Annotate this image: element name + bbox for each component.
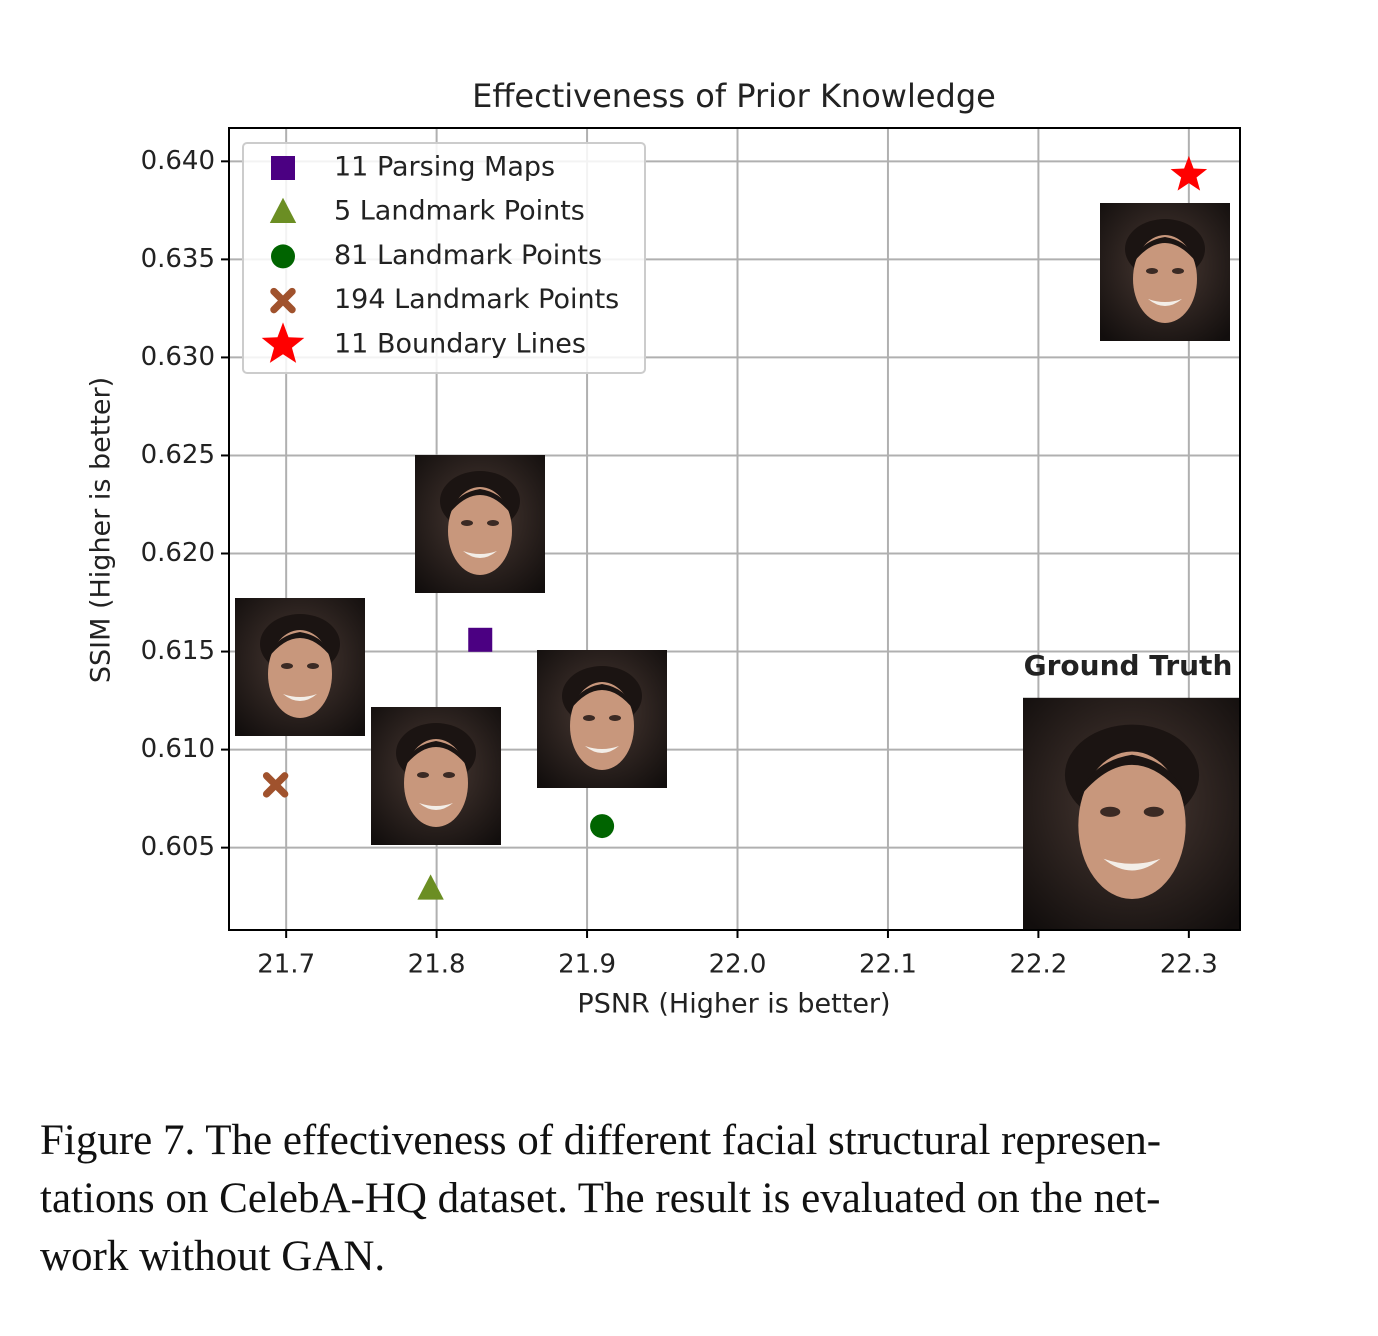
marker: [1170, 155, 1208, 191]
chart: Effectiveness of Prior Knowledge PSNR (H…: [86, 77, 1241, 1020]
x-axis-label: PSNR (Higher is better): [577, 989, 890, 1020]
y-tick-label: 0.640: [141, 146, 215, 176]
y-tick-label: 0.630: [141, 342, 215, 372]
x-tick-label: 21.7: [257, 950, 315, 980]
legend-marker: [270, 287, 296, 314]
face-thumbnail: [415, 455, 545, 593]
caption-line: tations on CelebA-HQ dataset. The result…: [40, 1175, 1161, 1222]
marker: [468, 627, 493, 652]
legend-label: 11 Parsing Maps: [334, 152, 555, 183]
x-tick-label: 21.8: [408, 950, 466, 980]
y-tick-label: 0.635: [141, 244, 215, 274]
caption-line: Figure 7. The effectiveness of different…: [40, 1117, 1162, 1164]
caption: Figure 7. The effectiveness of different…: [40, 1112, 1340, 1286]
y-axis-label: SSIM (Higher is better): [86, 377, 117, 683]
face-thumbnail: [537, 650, 667, 788]
face-thumbnail: [371, 707, 501, 845]
plot-frame: [228, 127, 1241, 931]
marks: [262, 155, 1208, 900]
marker: [590, 814, 615, 839]
legend-marker: [261, 322, 305, 363]
legend-label: 194 Landmark Points: [334, 284, 619, 315]
ground-truth-image: [1023, 697, 1241, 930]
x-tick-label: 22.1: [859, 950, 917, 980]
y-tick-label: 0.605: [141, 832, 215, 862]
marker: [417, 874, 444, 900]
legend: 11 Parsing Maps 5 Landmark Points 81 Landm…: [242, 142, 646, 374]
y-tick-label: 0.625: [141, 440, 215, 470]
y-tick-label: 0.610: [141, 734, 215, 764]
legend-label: 81 Landmark Points: [334, 240, 602, 271]
annotation: Ground Truth: [1024, 649, 1233, 682]
legend-marker: [271, 156, 295, 180]
face-thumbnail: [1100, 203, 1230, 341]
grid: [229, 128, 1240, 930]
caption-line: work without GAN.: [40, 1233, 386, 1280]
legend-marker: [271, 244, 295, 269]
y-tick-label: 0.615: [141, 636, 215, 666]
x-tick-label: 22.0: [709, 950, 767, 980]
legend-frame: [242, 142, 646, 374]
legend-marker: [269, 197, 297, 223]
face-thumbnail: [235, 598, 365, 736]
x-tick-label: 21.9: [558, 950, 616, 980]
x-tick-label: 22.2: [1009, 950, 1067, 980]
legend-label: 11 Boundary Lines: [334, 328, 586, 359]
chart-title: Effectiveness of Prior Knowledge: [472, 77, 996, 115]
y-tick-label: 0.620: [141, 538, 215, 568]
marker: [262, 772, 289, 798]
x-tick-label: 22.3: [1160, 950, 1218, 980]
legend-label: 5 Landmark Points: [334, 196, 585, 227]
